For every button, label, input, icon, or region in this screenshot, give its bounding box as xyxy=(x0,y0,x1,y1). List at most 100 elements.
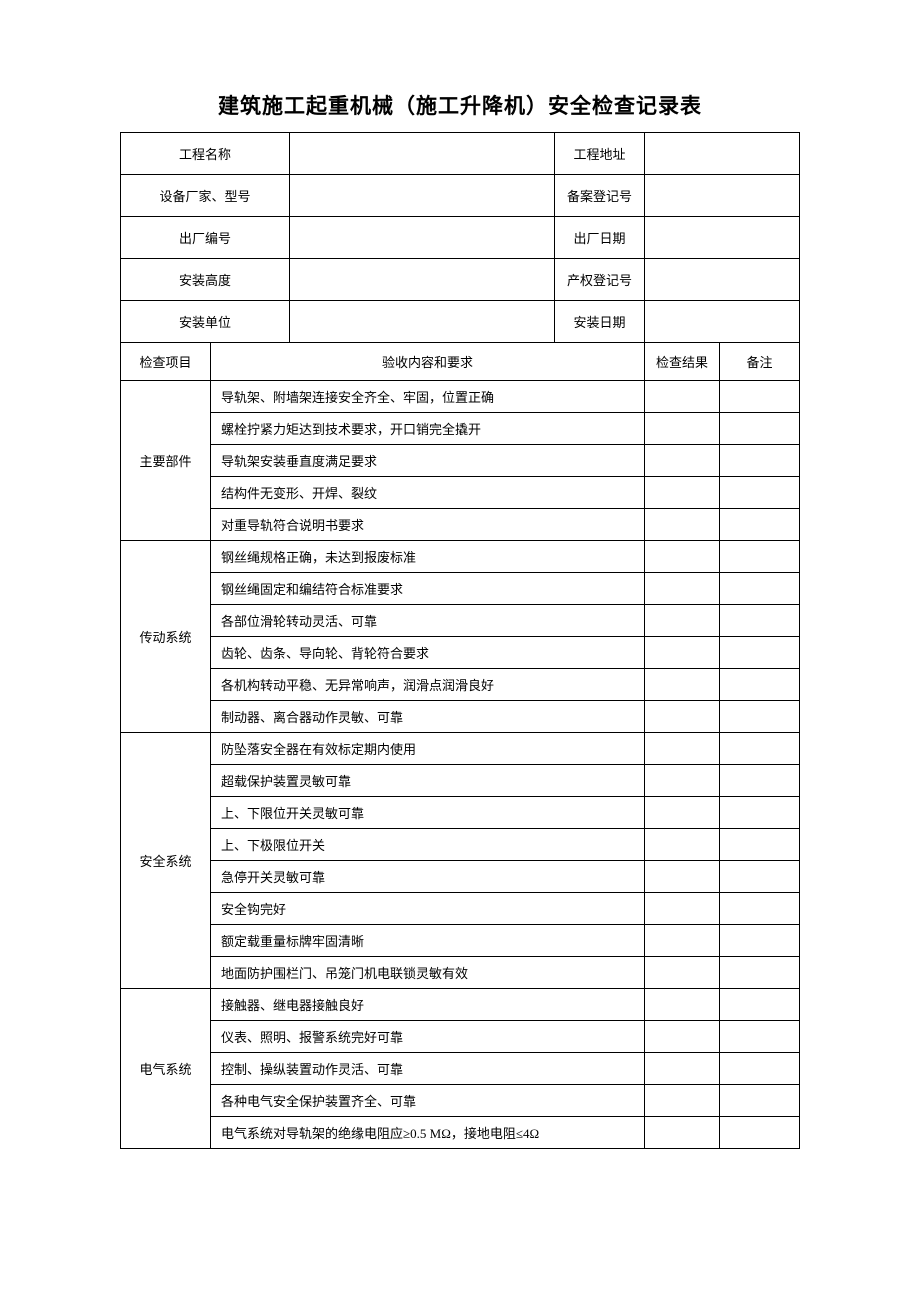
install-date-label: 安装日期 xyxy=(555,301,645,343)
check-content: 钢丝绳规格正确，未达到报废标准 xyxy=(211,541,645,573)
check-result xyxy=(645,669,720,701)
install-date-value xyxy=(645,301,800,343)
category-transmission: 传动系统 xyxy=(121,541,211,733)
table-row: 上、下极限位开关 xyxy=(121,829,800,861)
check-content: 导轨架、附墙架连接安全齐全、牢固，位置正确 xyxy=(211,381,645,413)
table-row: 螺栓拧紧力矩达到技术要求，开口销完全撬开 xyxy=(121,413,800,445)
check-note xyxy=(720,541,800,573)
check-result xyxy=(645,1085,720,1117)
check-note xyxy=(720,605,800,637)
check-content: 导轨架安装垂直度满足要求 xyxy=(211,445,645,477)
check-result xyxy=(645,605,720,637)
check-result xyxy=(645,861,720,893)
check-note xyxy=(720,861,800,893)
check-result xyxy=(645,573,720,605)
check-content: 对重导轨符合说明书要求 xyxy=(211,509,645,541)
check-content: 齿轮、齿条、导向轮、背轮符合要求 xyxy=(211,637,645,669)
table-row: 对重导轨符合说明书要求 xyxy=(121,509,800,541)
project-address-value xyxy=(645,133,800,175)
table-row: 各机构转动平稳、无异常响声，润滑点润滑良好 xyxy=(121,669,800,701)
table-row: 各种电气安全保护装置齐全、可靠 xyxy=(121,1085,800,1117)
check-note xyxy=(720,829,800,861)
col-content: 验收内容和要求 xyxy=(211,343,645,381)
table-row: 电气系统 接触器、继电器接触良好 xyxy=(121,989,800,1021)
check-note xyxy=(720,1021,800,1053)
col-check-item: 检查项目 xyxy=(121,343,211,381)
table-row: 安全系统 防坠落安全器在有效标定期内使用 xyxy=(121,733,800,765)
property-no-value xyxy=(645,259,800,301)
table-row: 额定载重量标牌牢固清晰 xyxy=(121,925,800,957)
header-row-3: 出厂编号 出厂日期 xyxy=(121,217,800,259)
check-result xyxy=(645,381,720,413)
header-row-5: 安装单位 安装日期 xyxy=(121,301,800,343)
install-unit-label: 安装单位 xyxy=(121,301,290,343)
check-note xyxy=(720,477,800,509)
table-row: 急停开关灵敏可靠 xyxy=(121,861,800,893)
table-row: 电气系统对导轨架的绝缘电阻应≥0.5 MΩ，接地电阻≤4Ω xyxy=(121,1117,800,1149)
check-note xyxy=(720,893,800,925)
check-result xyxy=(645,637,720,669)
table-row: 制动器、离合器动作灵敏、可靠 xyxy=(121,701,800,733)
factory-no-value xyxy=(290,217,555,259)
table-row: 齿轮、齿条、导向轮、背轮符合要求 xyxy=(121,637,800,669)
table-row: 钢丝绳固定和编结符合标准要求 xyxy=(121,573,800,605)
table-row: 导轨架安装垂直度满足要求 xyxy=(121,445,800,477)
check-content: 上、下限位开关灵敏可靠 xyxy=(211,797,645,829)
check-result xyxy=(645,477,720,509)
check-note xyxy=(720,1117,800,1149)
check-note xyxy=(720,381,800,413)
check-note xyxy=(720,733,800,765)
check-result xyxy=(645,413,720,445)
install-unit-value xyxy=(290,301,555,343)
check-content: 超载保护装置灵敏可靠 xyxy=(211,765,645,797)
check-note xyxy=(720,925,800,957)
check-result xyxy=(645,1021,720,1053)
check-note xyxy=(720,573,800,605)
col-note: 备注 xyxy=(720,343,800,381)
check-content: 电气系统对导轨架的绝缘电阻应≥0.5 MΩ，接地电阻≤4Ω xyxy=(211,1117,645,1149)
check-note xyxy=(720,669,800,701)
table-row: 超载保护装置灵敏可靠 xyxy=(121,765,800,797)
check-result xyxy=(645,829,720,861)
check-note xyxy=(720,957,800,989)
check-note xyxy=(720,765,800,797)
check-result xyxy=(645,1053,720,1085)
table-row: 主要部件 导轨架、附墙架连接安全齐全、牢固，位置正确 xyxy=(121,381,800,413)
check-content: 各机构转动平稳、无异常响声，润滑点润滑良好 xyxy=(211,669,645,701)
equipment-label: 设备厂家、型号 xyxy=(121,175,290,217)
record-no-label: 备案登记号 xyxy=(555,175,645,217)
check-result xyxy=(645,989,720,1021)
check-result xyxy=(645,893,720,925)
check-result xyxy=(645,509,720,541)
check-content: 防坠落安全器在有效标定期内使用 xyxy=(211,733,645,765)
category-safety: 安全系统 xyxy=(121,733,211,989)
check-result xyxy=(645,541,720,573)
inspection-table: 工程名称 工程地址 设备厂家、型号 备案登记号 出厂编号 出厂日期 安装高度 产… xyxy=(120,132,800,1149)
check-content: 各种电气安全保护装置齐全、可靠 xyxy=(211,1085,645,1117)
column-header-row: 检查项目 验收内容和要求 检查结果 备注 xyxy=(121,343,800,381)
check-content: 螺栓拧紧力矩达到技术要求，开口销完全撬开 xyxy=(211,413,645,445)
check-note xyxy=(720,989,800,1021)
col-result: 检查结果 xyxy=(645,343,720,381)
project-name-label: 工程名称 xyxy=(121,133,290,175)
check-note xyxy=(720,797,800,829)
check-note xyxy=(720,413,800,445)
check-note xyxy=(720,1053,800,1085)
table-row: 控制、操纵装置动作灵活、可靠 xyxy=(121,1053,800,1085)
check-content: 结构件无变形、开焊、裂纹 xyxy=(211,477,645,509)
table-row: 传动系统 钢丝绳规格正确，未达到报废标准 xyxy=(121,541,800,573)
check-note xyxy=(720,445,800,477)
check-content: 地面防护围栏门、吊笼门机电联锁灵敏有效 xyxy=(211,957,645,989)
record-no-value xyxy=(645,175,800,217)
check-content: 接触器、继电器接触良好 xyxy=(211,989,645,1021)
category-electrical: 电气系统 xyxy=(121,989,211,1149)
check-content: 控制、操纵装置动作灵活、可靠 xyxy=(211,1053,645,1085)
install-height-value xyxy=(290,259,555,301)
equipment-value xyxy=(290,175,555,217)
check-content: 各部位滑轮转动灵活、可靠 xyxy=(211,605,645,637)
check-content: 制动器、离合器动作灵敏、可靠 xyxy=(211,701,645,733)
table-row: 安全钩完好 xyxy=(121,893,800,925)
project-address-label: 工程地址 xyxy=(555,133,645,175)
factory-no-label: 出厂编号 xyxy=(121,217,290,259)
check-result xyxy=(645,701,720,733)
